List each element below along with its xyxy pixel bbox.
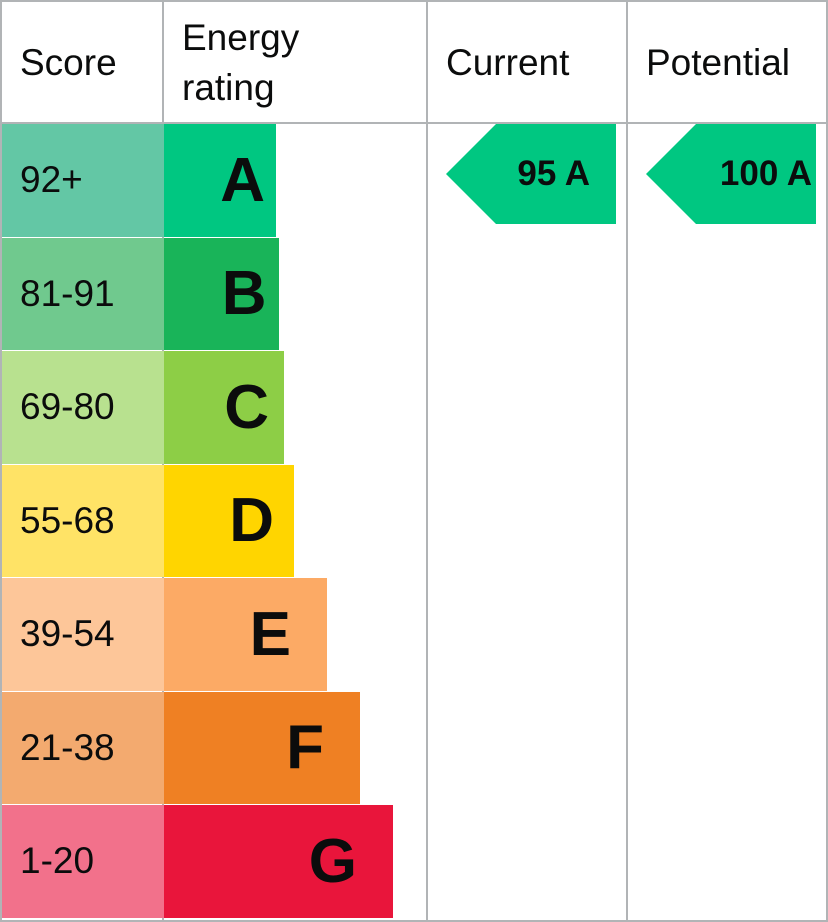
- band-bar-d: D: [164, 464, 294, 577]
- potential-rating-label: 100 A: [719, 154, 812, 193]
- band-row-d: 55-68 D: [2, 464, 426, 577]
- band-bar-e: E: [164, 578, 327, 691]
- band-bar-g: G: [164, 805, 393, 918]
- band-bar-f: F: [164, 691, 360, 804]
- band-bar-c: C: [164, 351, 284, 464]
- potential-arrow-shape: [646, 124, 816, 224]
- score-range: 69-80: [2, 351, 164, 464]
- band-bar-a: A: [164, 124, 276, 237]
- current-header: Current: [446, 42, 570, 83]
- band-row-f: 21-38 F: [2, 691, 426, 804]
- current-arrow-shape: [446, 124, 616, 224]
- band-row-a: 92+ A: [2, 124, 426, 237]
- column-divider: [626, 2, 628, 920]
- band-row-b: 81-91 B: [2, 237, 426, 350]
- column-divider: [426, 2, 428, 920]
- current-rating-label: 95 A: [517, 154, 590, 193]
- potential-rating-arrow: 100 A: [646, 124, 816, 224]
- score-header: Score: [20, 42, 117, 83]
- score-range: 21-38: [2, 691, 164, 804]
- score-range: 39-54: [2, 578, 164, 691]
- score-range: 81-91: [2, 237, 164, 350]
- header-divider: [2, 122, 826, 124]
- energy-rating-header: Energy rating: [182, 17, 300, 108]
- band-row-g: 1-20 G: [2, 805, 426, 918]
- score-range: 55-68: [2, 464, 164, 577]
- band-row-e: 39-54 E: [2, 578, 426, 691]
- score-range: 1-20: [2, 805, 164, 918]
- score-range: 92+: [2, 124, 164, 237]
- band-row-c: 69-80 C: [2, 351, 426, 464]
- current-rating-arrow: 95 A: [446, 124, 616, 224]
- band-bar-b: B: [164, 237, 279, 350]
- potential-header: Potential: [646, 42, 790, 83]
